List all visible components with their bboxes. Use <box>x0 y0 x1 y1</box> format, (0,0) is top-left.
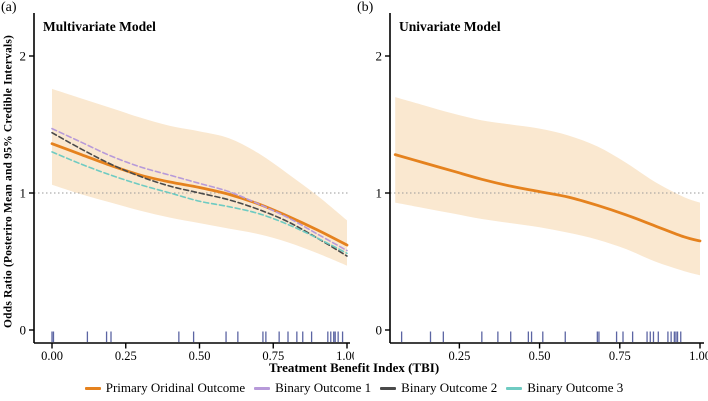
legend-label: Binary Outcome 2 <box>401 380 498 395</box>
legend-label: Binary Outcome 3 <box>527 380 624 395</box>
x-tick-label: 1.00 <box>689 349 708 362</box>
legend-item: Binary Outcome 2 <box>380 380 497 396</box>
x-tick-label: 0.75 <box>609 349 631 362</box>
legend-label: Primary Oridinal Outcome <box>105 380 246 395</box>
legend-swatch <box>254 386 271 390</box>
legend-swatch <box>506 386 523 390</box>
x-tick-label: 0.25 <box>115 349 137 362</box>
panel-a-chart: 0.00 0.25 0.50 0.75 1.00 0 1 2 Multivariate Mode… <box>20 13 354 362</box>
x-tick-label: 1.00 <box>336 349 354 362</box>
legend-item: Primary Oridinal Outcome <box>84 380 246 396</box>
y-tick-label: 1 <box>20 186 27 201</box>
series-line <box>50 142 349 247</box>
x-tick-label: 0.50 <box>529 349 551 362</box>
x-axis-label: Treatment Benefit Index (TBI) <box>268 360 440 375</box>
y-tick-label: 0 <box>20 323 27 338</box>
legend-item: Binary Outcome 1 <box>254 380 371 396</box>
legend-label: Binary Outcome 1 <box>275 380 372 395</box>
panel-title: Univariate Model <box>399 19 501 34</box>
series-line <box>51 131 348 257</box>
panel-title: Multivariate Model <box>43 19 156 34</box>
legend-swatch <box>380 386 397 390</box>
series-line <box>51 127 348 252</box>
x-tick-label: 0.75 <box>262 349 284 362</box>
y-tick-label: 1 <box>376 186 383 201</box>
series-line <box>51 151 348 255</box>
y-tick-label: 0 <box>376 323 383 338</box>
y-tick-label: 2 <box>20 49 27 64</box>
credible-band <box>395 97 700 276</box>
legend-swatch <box>84 386 101 390</box>
x-tick-label: 0.00 <box>41 349 63 362</box>
y-tick-label: 2 <box>376 49 383 64</box>
series-line <box>393 153 702 243</box>
legend: Primary Oridinal Outcome Binary Outcome 1… <box>0 380 708 396</box>
panel-b-chart: 0.25 0.50 0.75 1.00 0 1 2 Univariate Model <box>376 13 708 362</box>
x-tick-label: 0.50 <box>189 349 211 362</box>
legend-item: Binary Outcome 3 <box>506 380 623 396</box>
x-tick-label: 0.25 <box>448 349 470 362</box>
panel-a-tag: (a) <box>1 0 17 15</box>
credible-band <box>52 88 347 266</box>
panel-b-tag: (b) <box>357 0 374 15</box>
